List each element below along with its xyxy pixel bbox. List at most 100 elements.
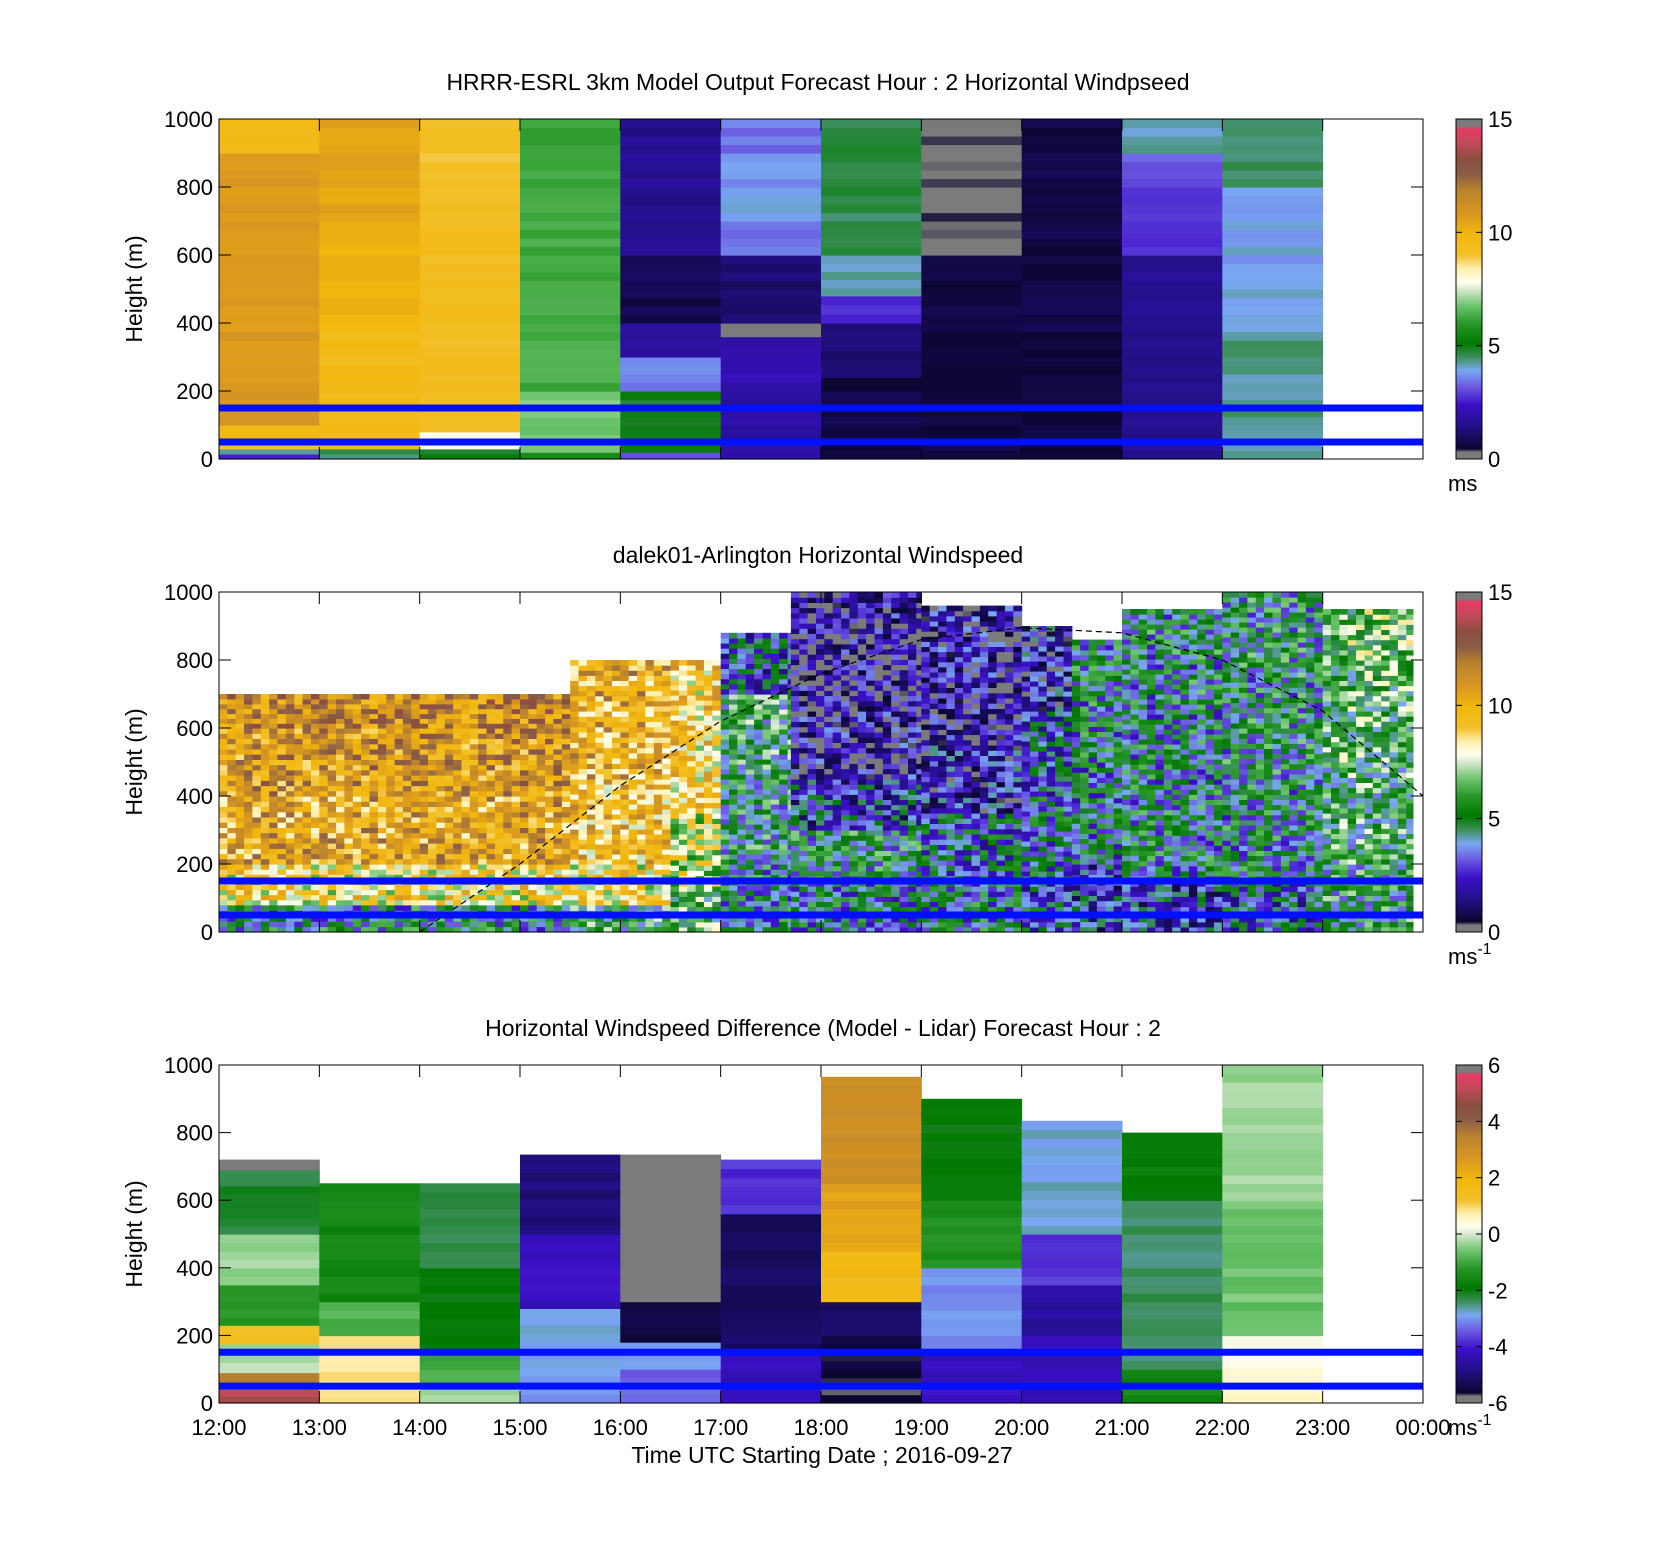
heatmap-cell [411, 801, 421, 807]
heatmap-cell [595, 695, 605, 702]
heatmap-cell [612, 700, 621, 707]
heatmap-cell [645, 839, 655, 845]
heatmap-cell [816, 763, 825, 770]
heatmap-cell [882, 804, 892, 811]
heatmap-cell [832, 628, 842, 634]
heatmap-cell [678, 906, 688, 913]
heatmap-cell [578, 721, 588, 728]
heatmap-cell [1222, 433, 1324, 443]
heatmap-cell [570, 758, 580, 764]
heatmap-cell [799, 804, 809, 811]
heatmap-cell [285, 754, 295, 760]
heatmap-cell [411, 894, 421, 901]
heatmap-cell [908, 835, 917, 841]
heatmap-cell [411, 899, 421, 906]
heatmap-cell [745, 864, 755, 870]
heatmap-cell [816, 721, 825, 728]
heatmap-cell [411, 759, 421, 766]
heatmap-cell [578, 824, 588, 830]
heatmap-cell [402, 837, 412, 844]
heatmap-cell [419, 161, 521, 171]
heatmap-cell [866, 638, 875, 645]
heatmap-cell [695, 891, 705, 897]
heatmap-cell [327, 694, 337, 700]
heatmap-cell [799, 799, 809, 806]
heatmap-cell [436, 694, 446, 700]
heatmap-cell [461, 703, 471, 710]
heatmap-cell [821, 195, 922, 205]
heatmap-cell [545, 874, 554, 880]
heatmap-cell [428, 694, 437, 700]
heatmap-cell [595, 874, 605, 880]
heatmap-cell [411, 806, 421, 813]
heatmap-cell [899, 901, 909, 908]
heatmap-cell [712, 849, 722, 856]
heatmap-cell [319, 864, 329, 870]
heatmap-cell [866, 901, 875, 908]
heatmap-cell [319, 356, 421, 366]
heatmap-cell [570, 670, 580, 676]
heatmap-cell [745, 643, 755, 649]
heatmap-cell [244, 822, 253, 828]
heatmap-cell [461, 874, 471, 880]
heatmap-cell [453, 801, 462, 807]
heatmap-cell [428, 703, 437, 710]
heatmap-cell [821, 153, 922, 163]
heatmap-cell [252, 806, 262, 813]
heatmap-cell [361, 837, 370, 844]
heatmap-cell [832, 773, 842, 780]
heatmap-cell [235, 790, 245, 797]
heatmap-cell [628, 721, 638, 728]
heatmap-cell [799, 669, 809, 676]
heatmap-cell [857, 597, 867, 603]
heatmap-cell [361, 858, 370, 865]
heatmap-cell [841, 695, 850, 702]
heatmap-cell [899, 845, 909, 851]
heatmap-cell [908, 592, 917, 598]
heatmap-cell [1222, 221, 1324, 231]
heatmap-cell [737, 744, 747, 750]
heatmap-cell [1222, 425, 1324, 435]
heatmap-cell [720, 916, 730, 923]
heatmap-cell [662, 784, 671, 790]
heatmap-cell [787, 814, 792, 820]
heatmap-cell [586, 814, 596, 820]
heatmap-cell [620, 204, 722, 214]
heatmap-cell [595, 824, 605, 830]
heatmap-cell [790, 773, 800, 780]
heatmap-cell [874, 768, 884, 775]
heatmap-cell [653, 894, 663, 901]
heatmap-cell [662, 711, 671, 717]
heatmap-cell [645, 665, 655, 671]
heatmap-cell [486, 811, 496, 818]
heatmap-cell [787, 719, 792, 725]
heatmap-cell [503, 874, 513, 880]
heatmap-cell [779, 719, 789, 725]
heatmap-cell [799, 721, 809, 728]
heatmap-cell [908, 763, 917, 770]
heatmap-cell [570, 789, 580, 795]
heatmap-cell [586, 705, 596, 712]
heatmap-cell [695, 715, 705, 721]
heatmap-cell [882, 779, 892, 785]
heatmap-cell [779, 769, 789, 775]
heatmap-cell [586, 784, 596, 790]
heatmap-cell [520, 780, 529, 787]
heatmap-cell [444, 780, 454, 787]
heatmap-cell [453, 921, 462, 928]
heatmap-cell [352, 894, 362, 901]
heatmap-cell [361, 728, 370, 734]
heatmap-cell [891, 870, 901, 877]
heatmap-cell [369, 801, 379, 807]
heatmap-cell [603, 747, 613, 754]
heatmap-cell [874, 855, 884, 862]
heatmap-cell [637, 726, 646, 733]
heatmap-cell [891, 612, 901, 619]
heatmap-cell [628, 752, 638, 759]
heatmap-cell [302, 837, 312, 844]
heatmap-cell [620, 665, 630, 671]
heatmap-cell [319, 837, 329, 844]
heatmap-cell [311, 703, 320, 710]
heatmap-cell [578, 915, 588, 922]
heatmap-cell [754, 824, 763, 830]
